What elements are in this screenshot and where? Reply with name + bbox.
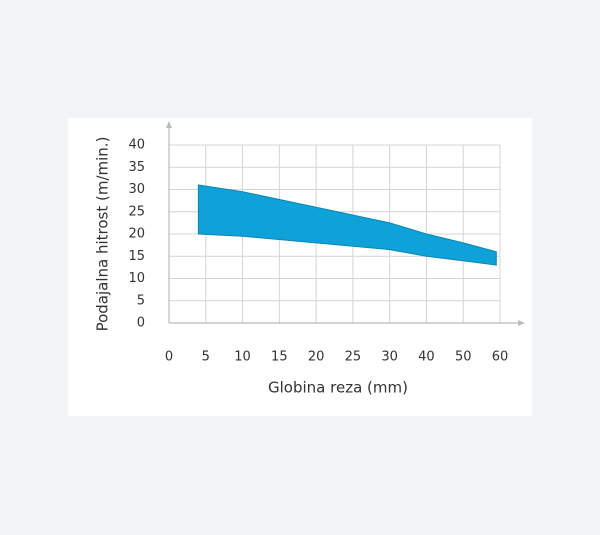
x-tick-label: 20 xyxy=(308,350,325,365)
range-band xyxy=(197,184,497,266)
x-tick-label: 15 xyxy=(271,350,288,365)
y-tick-label: 25 xyxy=(128,204,145,219)
x-tick-label: 5 xyxy=(202,350,210,365)
x-tick-label: 40 xyxy=(418,350,435,365)
x-axis-arrow xyxy=(518,320,525,326)
y-axis-label: Podajalna hitrost (m/min.) xyxy=(94,137,112,332)
y-tick-label: 5 xyxy=(137,293,145,308)
x-tick-label: 0 xyxy=(165,350,173,365)
y-tick-label: 15 xyxy=(128,249,145,264)
x-tick-label: 25 xyxy=(345,350,362,365)
y-tick-label: 10 xyxy=(128,271,145,286)
x-tick-label: 60 xyxy=(492,350,509,365)
x-tick-label: 30 xyxy=(381,350,398,365)
y-tick-label: 40 xyxy=(128,138,145,153)
x-tick-label: 10 xyxy=(234,350,251,365)
y-tick-label: 20 xyxy=(128,227,145,242)
x-axis-label: Globina reza (mm) xyxy=(268,379,408,397)
y-tick-label: 0 xyxy=(137,316,145,331)
y-tick-label: 30 xyxy=(128,182,145,197)
y-axis-arrow xyxy=(166,121,172,128)
x-tick-label: 50 xyxy=(455,350,472,365)
y-tick-label: 35 xyxy=(128,160,145,175)
